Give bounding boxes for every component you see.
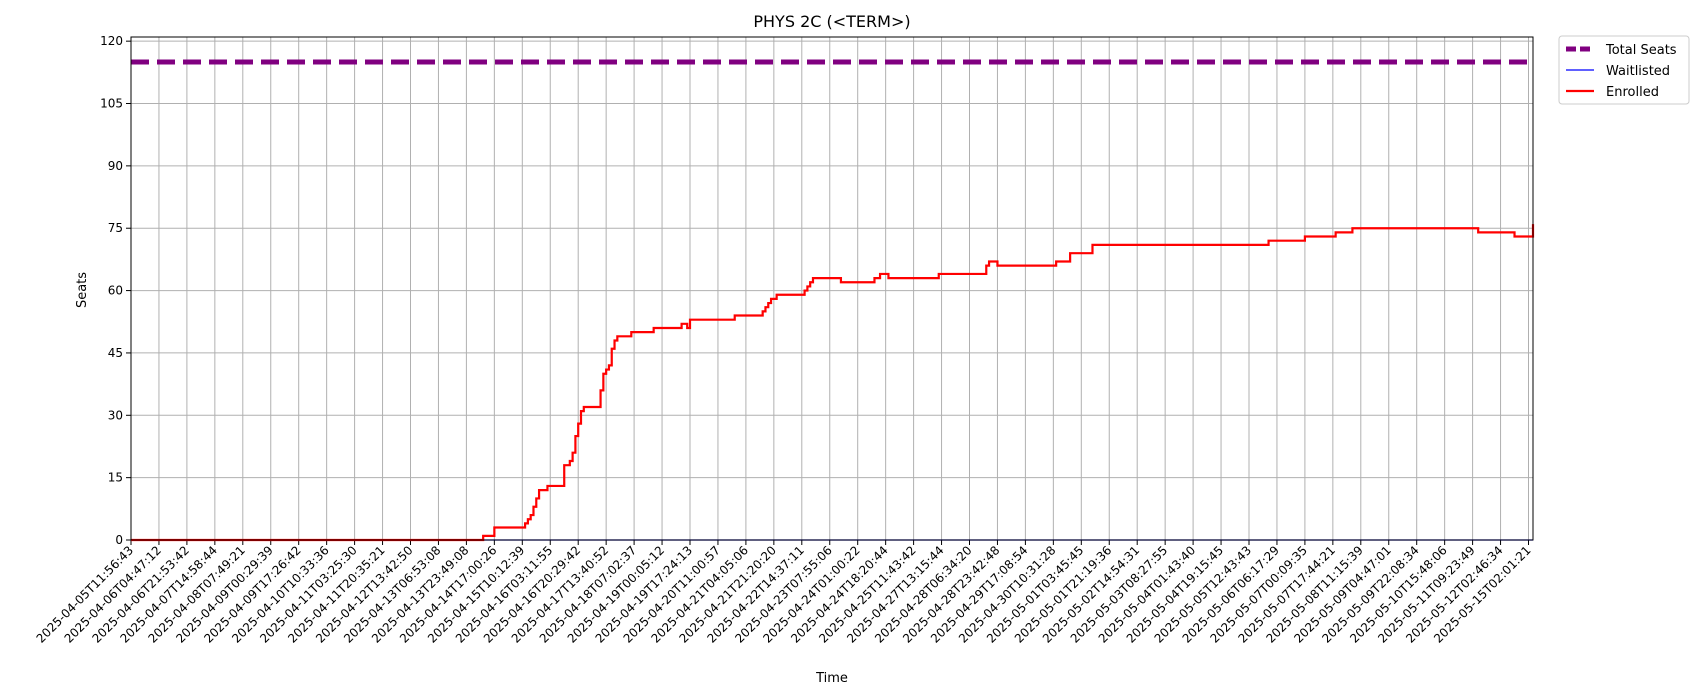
y-axis-ticks: 0 15 30 45 60 75 90 105 120 (100, 34, 131, 547)
x-axis-ticks: 2025-04-05T11:56:432025-04-06T04:47:1220… (34, 540, 1534, 646)
y-tick-label: 60 (108, 284, 123, 298)
legend: Total Seats Waitlisted Enrolled (1558, 35, 1690, 105)
y-tick-label: 120 (100, 34, 123, 48)
series-lines (131, 59, 1535, 542)
y-tick-label: 0 (115, 533, 123, 547)
y-tick-label: 15 (108, 471, 123, 485)
grid-lines (130, 37, 1533, 541)
y-tick-label: 30 (108, 408, 123, 422)
legend-box (1558, 35, 1690, 105)
y-tick-label: 90 (108, 159, 123, 173)
x-axis-label: Time (815, 671, 848, 686)
y-tick-label: 105 (100, 97, 123, 111)
legend-label: Enrolled (1606, 85, 1659, 100)
series-line-enrolled (131, 224, 1535, 542)
legend-label: Total Seats (1605, 43, 1677, 58)
plot-frame (130, 36, 1534, 541)
y-tick-label: 45 (108, 346, 123, 360)
y-tick-label: 75 (108, 221, 123, 235)
legend-label: Waitlisted (1606, 64, 1670, 79)
y-axis-label: Seats (75, 272, 90, 308)
chart-title: PHYS 2C (<TERM>) (753, 12, 910, 31)
